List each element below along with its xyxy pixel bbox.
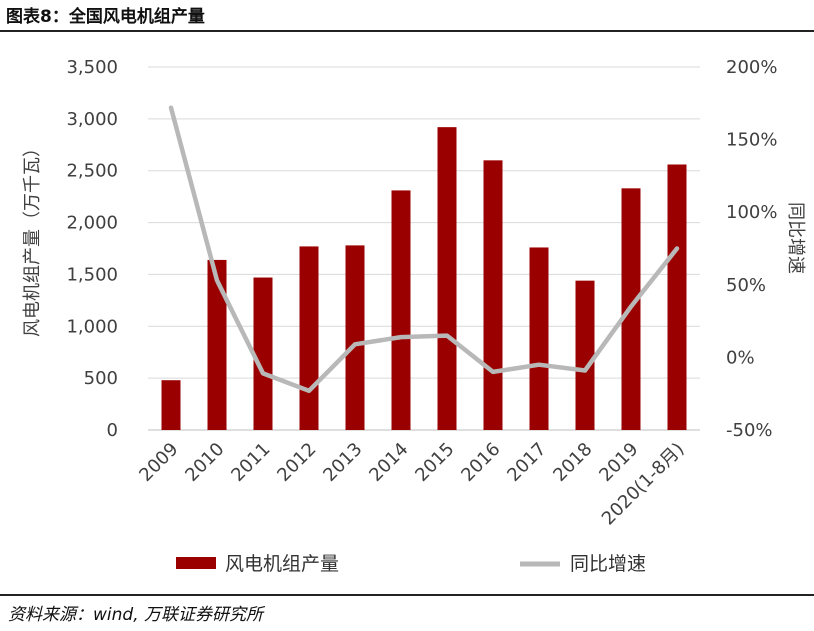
right-tick-label: 100% — [726, 202, 777, 223]
x-tick-label: 2018 — [549, 439, 596, 486]
bar — [483, 160, 503, 431]
source-note: 资料来源：wind, 万联证券研究所 — [8, 605, 263, 625]
left-tick-label: 1,000 — [66, 316, 118, 337]
left-axis-title: 风电机组产量（万千瓦） — [22, 139, 43, 337]
bar — [667, 164, 687, 430]
left-tick-label: 3,000 — [66, 109, 118, 130]
bar — [161, 380, 181, 430]
left-tick-label: 2,500 — [66, 161, 118, 182]
left-tick-label: 0 — [107, 420, 118, 441]
x-tick-label: 2013 — [319, 439, 366, 486]
line-series — [168, 105, 680, 394]
bar — [253, 277, 273, 430]
growth-line — [168, 105, 680, 394]
top-rule — [0, 30, 814, 32]
chart-title: 图表8：全国风电机组产量 — [6, 7, 205, 27]
right-axis-title: 同比增速 — [785, 202, 806, 274]
legend-bar-swatch — [176, 557, 216, 569]
x-tick-label: 2017 — [503, 439, 550, 486]
bar — [207, 259, 227, 430]
x-tick-label: 2015 — [411, 439, 458, 486]
right-tick-label: 200% — [726, 57, 777, 78]
x-tick-label: 2010 — [181, 439, 228, 486]
left-axis-ticks: 0 500 1,000 1,500 2,000 2,500 3,000 3,500 — [66, 57, 118, 441]
bar — [437, 127, 457, 430]
legend-bar-label: 风电机组产量 — [225, 553, 339, 575]
legend: 风电机组产量 同比增速 — [176, 553, 646, 575]
legend-line-label: 同比增速 — [570, 553, 646, 575]
gridlines — [148, 66, 700, 431]
bar — [299, 246, 319, 430]
left-tick-label: 500 — [84, 368, 118, 389]
x-tick-label: 2014 — [365, 439, 412, 486]
x-tick-label: 2016 — [457, 439, 504, 486]
right-tick-label: 50% — [726, 275, 766, 296]
bottom-rule — [0, 594, 814, 596]
x-tick-label: 2012 — [273, 439, 320, 486]
bar — [391, 190, 411, 430]
left-tick-label: 3,500 — [66, 57, 118, 78]
bar-series — [161, 127, 687, 431]
x-tick-label: 2011 — [227, 439, 274, 486]
right-tick-label: 0% — [726, 347, 755, 368]
bar — [575, 280, 595, 430]
right-tick-label: -50% — [726, 420, 773, 441]
left-tick-label: 1,500 — [66, 264, 118, 285]
right-axis-ticks: -50% 0% 50% 100% 150% 200% — [726, 57, 777, 441]
x-tick-label: 2009 — [135, 439, 182, 486]
bar — [345, 245, 365, 430]
bar — [529, 247, 549, 430]
right-tick-label: 150% — [726, 130, 777, 151]
x-axis-ticks: 2009201020112012201320142015201620172018… — [135, 439, 688, 530]
left-tick-label: 2,000 — [66, 213, 118, 234]
